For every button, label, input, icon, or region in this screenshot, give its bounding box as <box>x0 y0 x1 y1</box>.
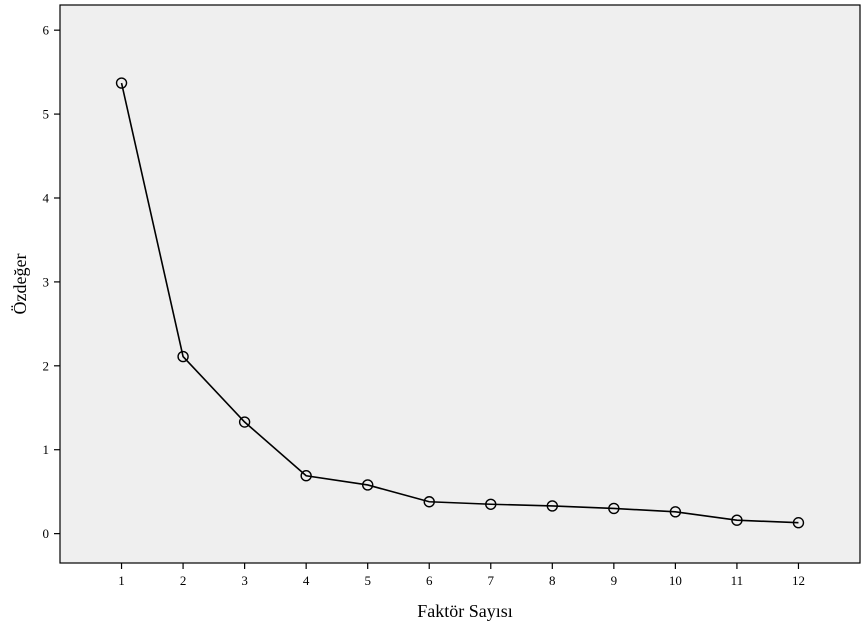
plot-area <box>59 4 861 564</box>
x-tick-label: 10 <box>669 573 682 588</box>
y-tick-label: 2 <box>43 358 50 373</box>
y-tick-label: 4 <box>43 190 50 205</box>
y-tick-label: 5 <box>43 107 50 122</box>
data-point <box>238 416 251 428</box>
series-line <box>120 82 799 524</box>
data-point <box>361 479 374 491</box>
x-tick-label: 11 <box>731 573 744 588</box>
y-axis: 0 1 2 3 4 5 6 <box>43 23 60 541</box>
data-point <box>731 514 743 526</box>
data-point <box>115 77 128 89</box>
x-axis-title: Faktör Sayısı <box>417 601 513 621</box>
data-point <box>177 350 189 363</box>
x-tick-label: 9 <box>611 573 618 588</box>
x-tick-label: 12 <box>792 573 805 588</box>
y-tick-label: 1 <box>43 442 50 457</box>
data-point <box>669 506 682 518</box>
data-point <box>485 498 497 510</box>
data-point <box>792 517 805 529</box>
data-point <box>423 496 435 508</box>
x-tick-label: 3 <box>241 573 248 588</box>
data-point <box>300 470 312 482</box>
x-axis: 1 2 3 4 5 6 7 8 9 10 11 12 <box>118 563 805 588</box>
y-axis-title: Özdeğer <box>10 254 30 315</box>
x-tick-label: 7 <box>488 573 495 588</box>
x-tick-label: 1 <box>118 573 125 588</box>
series-layer <box>115 77 805 529</box>
y-tick-label: 3 <box>43 274 50 289</box>
data-point <box>608 502 620 515</box>
y-tick-label: 6 <box>43 23 50 38</box>
x-tick-label: 5 <box>364 573 371 588</box>
x-tick-label: 6 <box>426 573 433 588</box>
y-tick-label: 0 <box>43 526 50 541</box>
x-tick-label: 4 <box>303 573 310 588</box>
x-tick-label: 2 <box>180 573 187 588</box>
x-tick-label: 8 <box>549 573 556 588</box>
data-point <box>546 500 559 512</box>
